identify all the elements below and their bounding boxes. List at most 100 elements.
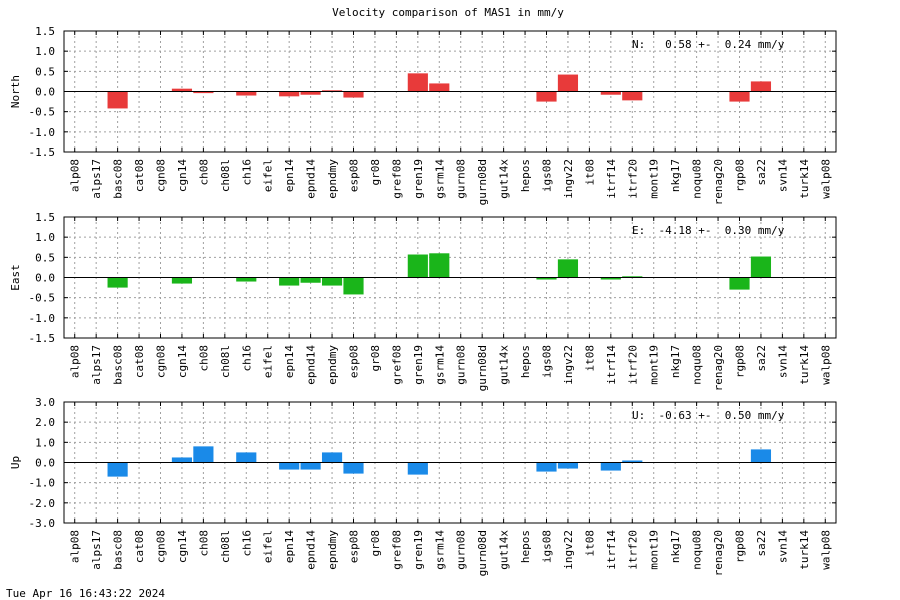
north-bar-gsrm14: [429, 83, 450, 92]
north-bar-basc08: [107, 91, 128, 109]
east-bar-gsrm14: [429, 253, 450, 278]
north-bar-igs08: [536, 91, 557, 102]
north-bar-ch16: [236, 91, 257, 96]
north-bar-epnd14: [300, 91, 321, 95]
east-x-tick-label: ch08: [197, 345, 210, 372]
up-bar-basc08: [107, 462, 128, 477]
up-x-tick-label: esp08: [348, 530, 361, 563]
north-bar-cgn14: [171, 88, 193, 92]
north-y-tick-label: 1.0: [35, 45, 55, 58]
up-x-tick-label: eifel: [262, 530, 275, 563]
north-x-tick-label: gut14x: [498, 159, 511, 199]
east-x-tick-label: svn14: [776, 345, 789, 378]
north-x-tick-label: gurn08d: [476, 159, 489, 205]
north-x-tick-label: gren19: [412, 159, 425, 199]
up-annotation: U: -0.63 +- 0.50 mm/y: [632, 409, 785, 422]
north-y-tick-label: 1.5: [35, 25, 55, 38]
up-x-tick-label: rgp08: [734, 530, 747, 563]
east-bar-cgn14: [171, 277, 193, 284]
east-bar-epn14: [279, 277, 300, 286]
north-plot-frame: [63, 30, 837, 153]
up-bar-epndmy: [321, 452, 343, 463]
north-x-tick-label: epndmy: [326, 159, 339, 199]
east-x-tick-label: gurn08d: [476, 345, 489, 391]
up-x-tick-label: nkg17: [669, 530, 682, 563]
up-x-tick-label: ch16: [240, 530, 253, 557]
north-y-tick-label: -0.5: [29, 106, 56, 119]
east-y-tick-label: -1.5: [29, 332, 56, 345]
north-x-tick-label: rgp08: [734, 159, 747, 192]
east-x-tick-label: cgn08: [155, 345, 168, 378]
north-x-tick-label: itrf14: [605, 159, 618, 199]
up-x-tick-label: basc08: [112, 530, 125, 570]
figure-title: Velocity comparison of MAS1 in mm/y: [332, 6, 564, 19]
up-bar-cgn14: [171, 457, 193, 463]
north-y-axis-label: North: [9, 75, 22, 108]
up-bar-ingv22: [557, 462, 579, 469]
up-y-tick-label: 0.0: [35, 457, 55, 470]
north-x-tick-label: it08: [583, 159, 596, 186]
east-x-tick-label: mont19: [648, 345, 661, 385]
north-x-tick-label: ch16: [240, 159, 253, 186]
up-x-tick-label: renag20: [712, 530, 725, 576]
east-bar-rgp08: [729, 277, 750, 290]
east-bar-gren19: [407, 254, 428, 278]
up-x-tick-label: cat08: [133, 530, 146, 563]
up-x-tick-label: hepos: [519, 530, 532, 563]
north-panel: 1.5 1.0 0.5 0.0 -0.5 -1.0 -1.5 alp08 alps17 basc0…: [9, 25, 837, 205]
up-x-tick-label: mont19: [648, 530, 661, 570]
east-x-tick-label: gr08: [369, 345, 382, 372]
east-y-tick-label: 1.5: [35, 211, 55, 224]
east-x-tick-label: igs08: [541, 345, 554, 378]
north-bar-ingv22: [557, 74, 579, 92]
east-x-tick-label: gren19: [412, 345, 425, 385]
up-y-tick-label: -3.0: [29, 517, 56, 530]
up-y-tick-label: 3.0: [35, 396, 55, 409]
east-x-tick-label: epn14: [283, 345, 296, 378]
east-y-tick-label: -1.0: [29, 312, 56, 325]
up-x-tick-label: gurn08: [455, 530, 468, 570]
up-bar-itrf14: [600, 462, 621, 471]
up-x-tick-label: itrf20: [626, 530, 639, 570]
north-x-tick-label: alps17: [90, 159, 103, 199]
east-bar-itrf14: [600, 277, 621, 280]
east-x-tick-label: cgn14: [176, 345, 189, 378]
north-x-tick-label: gsrm14: [433, 159, 446, 199]
north-x-tick-label: mont19: [648, 159, 661, 199]
east-x-tick-label: hepos: [519, 345, 532, 378]
up-x-tick-label: alps17: [90, 530, 103, 570]
up-y-tick-label: 2.0: [35, 416, 55, 429]
east-x-tick-label: eifel: [262, 345, 275, 378]
east-y-tick-label: 0.0: [35, 272, 55, 285]
east-annotation: E: -4.18 +- 0.30 mm/y: [632, 224, 785, 237]
east-x-tick-label: noqu08: [691, 345, 704, 385]
up-bar-epn14: [279, 462, 300, 470]
east-x-tick-label: epnd14: [305, 345, 318, 385]
east-x-tick-label: ingv22: [562, 345, 575, 385]
up-x-tick-label: epn14: [283, 530, 296, 563]
up-x-tick-label: sa22: [755, 530, 768, 557]
north-bar-epn14: [279, 91, 300, 97]
up-y-axis-label: Up: [9, 456, 22, 469]
north-annotation: N: 0.58 +- 0.24 mm/y: [632, 38, 785, 51]
east-y-axis-label: East: [9, 264, 22, 291]
up-bar-gren19: [407, 462, 428, 475]
north-x-tick-label: esp08: [348, 159, 361, 192]
east-bar-igs08: [536, 277, 557, 280]
up-bar-ch16: [236, 452, 257, 463]
north-bar-itrf20: [622, 91, 643, 101]
north-bar-sa22: [750, 81, 772, 92]
east-x-tick-label: sa22: [755, 345, 768, 372]
north-x-tick-label: ingv22: [562, 159, 575, 199]
footer-timestamp: Tue Apr 16 16:43:22 2024: [6, 587, 165, 600]
east-x-tick-label: renag20: [712, 345, 725, 391]
up-bar-epnd14: [300, 462, 321, 470]
north-x-tick-label: turk14: [798, 159, 811, 199]
up-bar-ch08: [193, 446, 214, 463]
north-bar-itrf14: [600, 91, 621, 95]
up-bar-esp08: [343, 462, 364, 474]
up-plot-frame: [63, 401, 837, 524]
up-x-tick-label: svn14: [776, 530, 789, 563]
north-x-tick-label: noqu08: [691, 159, 704, 199]
up-x-tick-label: gurn08d: [476, 530, 489, 576]
